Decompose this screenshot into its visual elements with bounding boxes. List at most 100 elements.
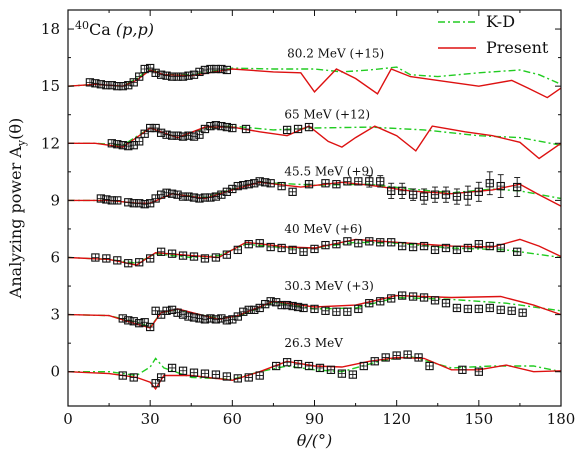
- data-point: [430, 245, 440, 255]
- data-point: [140, 129, 149, 138]
- error-bar: [486, 171, 493, 196]
- data-point: [96, 80, 106, 89]
- series-label-2: 45.5 MeV (+9): [284, 165, 373, 179]
- data-point: [156, 247, 166, 256]
- data-point-cross: [343, 237, 351, 245]
- data-point: [118, 314, 127, 323]
- data-point: [241, 124, 251, 134]
- data-point: [310, 304, 319, 314]
- data-point-cross: [294, 125, 302, 133]
- data-point-cross: [135, 137, 143, 145]
- data-point-cross: [283, 126, 291, 134]
- data-point-cross: [442, 244, 450, 252]
- data-point: [222, 250, 232, 259]
- data-point: [392, 351, 401, 360]
- data-point-cross: [310, 245, 319, 253]
- data-point: [282, 358, 292, 367]
- error-bar: [442, 186, 449, 203]
- data-point-cross: [316, 364, 324, 372]
- data-point-cross: [513, 248, 521, 256]
- data-point: [189, 313, 199, 322]
- data-point-cross: [409, 292, 417, 301]
- data-point: [403, 350, 412, 359]
- data-point: [441, 299, 451, 308]
- data-point: [146, 199, 155, 208]
- data-point-cross: [113, 256, 121, 264]
- data-points: [85, 63, 527, 388]
- data-point: [359, 361, 368, 371]
- data-point-cross: [338, 370, 346, 378]
- data-point: [365, 237, 374, 246]
- data-point: [332, 180, 341, 189]
- data-point: [408, 242, 418, 252]
- data-point: [167, 249, 177, 258]
- data-point: [474, 367, 483, 376]
- x-tick-label: 0: [63, 410, 73, 428]
- annotation-element: Ca: [89, 20, 116, 39]
- legend: K-D Present: [438, 12, 549, 57]
- data-point: [376, 297, 385, 306]
- data-point-cross: [190, 369, 198, 377]
- data-point-cross: [387, 238, 395, 246]
- data-point: [430, 296, 440, 305]
- data-point: [228, 123, 237, 133]
- data-point: [518, 308, 527, 317]
- data-point-cross: [321, 307, 330, 315]
- data-point-cross: [267, 243, 275, 251]
- data-point-cross: [223, 66, 231, 74]
- present-curve-2: [68, 181, 562, 207]
- data-point-cross: [223, 251, 231, 259]
- annotation-reaction: (p,p): [116, 20, 154, 39]
- data-point: [332, 240, 341, 249]
- data-point-cross: [294, 360, 302, 368]
- data-point-cross: [371, 357, 379, 365]
- data-point-cross: [245, 240, 253, 248]
- data-point: [151, 379, 160, 388]
- x-tick-label: 30: [141, 410, 160, 428]
- data-point: [343, 307, 352, 316]
- data-point-cross: [212, 253, 220, 262]
- data-point-cross: [475, 368, 483, 376]
- data-point: [381, 353, 390, 362]
- error-bar: [497, 174, 504, 198]
- data-point-cross: [343, 308, 351, 316]
- data-point-cross: [102, 254, 110, 263]
- series-labels: 80.2 MeV (+15) 65 MeV (+12) 45.5 MeV (+9) 4…: [284, 47, 384, 350]
- data-point-cross: [299, 304, 308, 312]
- data-point: [387, 294, 396, 303]
- data-point-cross: [332, 240, 341, 248]
- data-point-cross: [212, 370, 220, 379]
- data-point: [419, 293, 429, 302]
- error-bar: [514, 177, 521, 198]
- data-point-cross: [179, 251, 187, 260]
- data-point-cross: [431, 246, 439, 254]
- x-tick-label: 150: [465, 410, 494, 428]
- data-point: [315, 363, 325, 373]
- data-point-cross: [420, 242, 428, 250]
- data-point-cross: [195, 131, 204, 139]
- data-point: [354, 239, 363, 248]
- data-point-cross: [168, 364, 176, 372]
- data-point: [425, 361, 434, 371]
- data-point-cross: [365, 237, 373, 245]
- data-point-cross: [332, 308, 341, 316]
- data-point: [272, 361, 281, 371]
- x-axis-label: θ/(°): [297, 431, 333, 450]
- data-point: [463, 304, 473, 314]
- data-point: [200, 254, 210, 263]
- series-label-5: 26.3 MeV: [284, 336, 343, 350]
- data-point-cross: [130, 373, 138, 382]
- data-point: [441, 243, 451, 253]
- data-point-cross: [223, 372, 231, 381]
- data-point: [408, 292, 418, 301]
- data-point-cross: [146, 199, 154, 207]
- y-axis-label-arg: (θ): [6, 118, 25, 140]
- x-tick-label: 180: [547, 410, 576, 428]
- data-point-cross: [278, 244, 286, 252]
- data-point: [211, 315, 221, 324]
- data-point: [321, 179, 330, 188]
- data-point: [266, 242, 275, 252]
- error-bar: [410, 188, 417, 201]
